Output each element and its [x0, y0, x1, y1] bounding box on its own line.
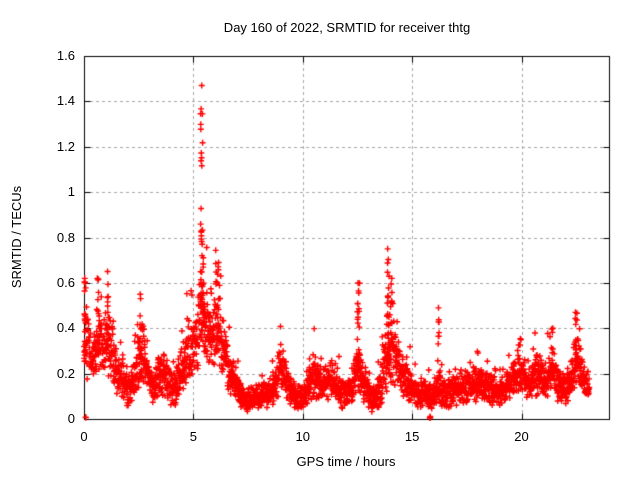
y-tick-label: 0.8	[56, 229, 75, 245]
x-tick-label: 0	[80, 429, 88, 444]
y-tick-label: 0.4	[56, 320, 75, 336]
y-tick-label: 1	[67, 184, 75, 200]
y-tick-label: 0	[67, 411, 75, 426]
y-tick-label: 0.2	[56, 365, 75, 381]
y-tick-label: 1.4	[56, 93, 75, 109]
x-tick-label: 5	[189, 429, 197, 444]
x-tick-label: 20	[514, 429, 529, 444]
y-tick-label: 1.6	[56, 48, 75, 63]
y-tick-label: 1.2	[56, 138, 75, 154]
x-tick-label: 10	[295, 429, 310, 444]
y-tick-label: 0.6	[56, 274, 75, 290]
chart-title: Day 160 of 2022, SRMTID for receiver tht…	[223, 20, 471, 35]
x-axis-label: GPS time / hours	[296, 454, 396, 469]
x-tick-label: 15	[404, 429, 420, 444]
